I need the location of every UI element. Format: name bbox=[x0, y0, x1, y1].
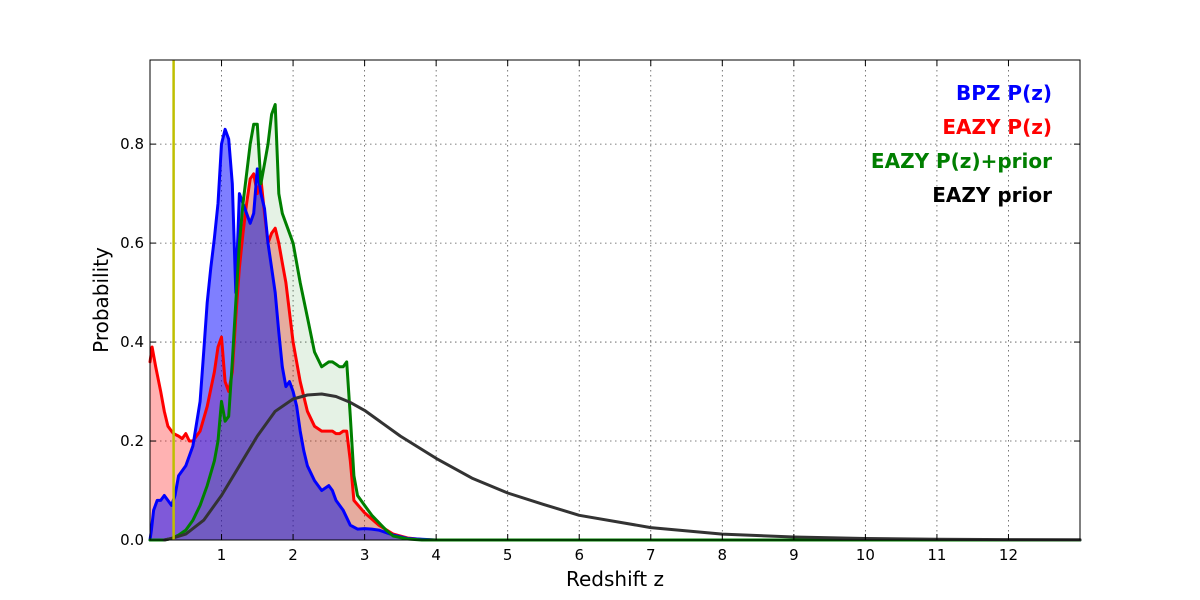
x-tick-label: 8 bbox=[718, 546, 728, 564]
legend-entry-eazy-prior: EAZY prior bbox=[932, 183, 1052, 207]
legend: BPZ P(z) EAZY P(z) EAZY P(z)+prior EAZY pri… bbox=[871, 81, 1052, 207]
plot-frame bbox=[149, 59, 1081, 541]
series-line-eazy-prior bbox=[162, 392, 1082, 542]
y-axis-label: Probability bbox=[89, 247, 113, 353]
x-tick-label: 11 bbox=[927, 546, 946, 564]
x-tick-label: 3 bbox=[360, 546, 370, 564]
x-tick-label: 4 bbox=[431, 546, 441, 564]
x-axis-label: Redshift z bbox=[566, 567, 664, 591]
x-tick-label: 2 bbox=[288, 546, 298, 564]
legend-entry-bpz-p-z: BPZ P(z) bbox=[956, 81, 1052, 105]
y-tick-label: 0.8 bbox=[120, 135, 144, 153]
series-fill-bpz-p-z bbox=[150, 129, 1080, 541]
y-tick-label: 0.6 bbox=[120, 234, 144, 252]
series-line-eazy-p-z-prior bbox=[148, 103, 1082, 542]
grid-layer bbox=[150, 60, 1080, 540]
y-tick-label: 0.0 bbox=[120, 531, 144, 549]
x-tick-label: 12 bbox=[999, 546, 1018, 564]
y-tick-label: 0.2 bbox=[120, 432, 144, 450]
fill-layer bbox=[150, 104, 1080, 541]
line-layer bbox=[148, 103, 1082, 542]
tick-layer: 1 2 3 4 5 6 7 8 9 10 11 120.00.20.40.60.8 bbox=[120, 60, 1080, 564]
x-tick-label: 1 bbox=[217, 546, 227, 564]
x-tick-label: 6 bbox=[574, 546, 584, 564]
legend-entry-eazy-p-z: EAZY P(z) bbox=[942, 115, 1052, 139]
x-tick-label: 7 bbox=[646, 546, 656, 564]
series-fill-eazy-p-z-prior bbox=[150, 104, 1080, 540]
x-tick-label: 10 bbox=[856, 546, 875, 564]
y-tick-label: 0.4 bbox=[120, 333, 144, 351]
legend-entry-eazy-p-z-prior: EAZY P(z)+prior bbox=[871, 149, 1052, 173]
x-tick-label: 5 bbox=[503, 546, 513, 564]
x-tick-label: 9 bbox=[789, 546, 799, 564]
series-line-bpz-p-z bbox=[148, 127, 1082, 542]
